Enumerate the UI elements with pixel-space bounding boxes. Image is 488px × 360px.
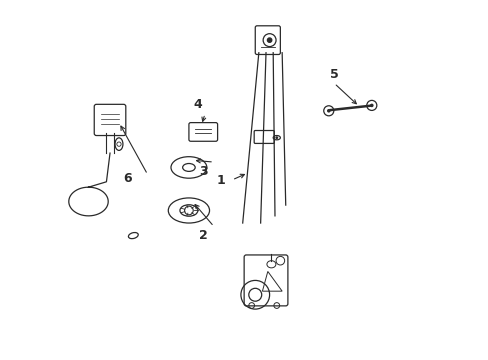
Circle shape (326, 109, 330, 113)
Text: 5: 5 (329, 68, 338, 81)
Circle shape (267, 38, 271, 42)
Circle shape (184, 206, 193, 215)
Circle shape (369, 104, 373, 107)
Text: 3: 3 (199, 165, 207, 177)
Text: 2: 2 (199, 229, 207, 242)
Circle shape (275, 136, 278, 139)
Text: 1: 1 (216, 174, 225, 186)
Text: 6: 6 (123, 172, 132, 185)
Text: 4: 4 (193, 98, 202, 111)
